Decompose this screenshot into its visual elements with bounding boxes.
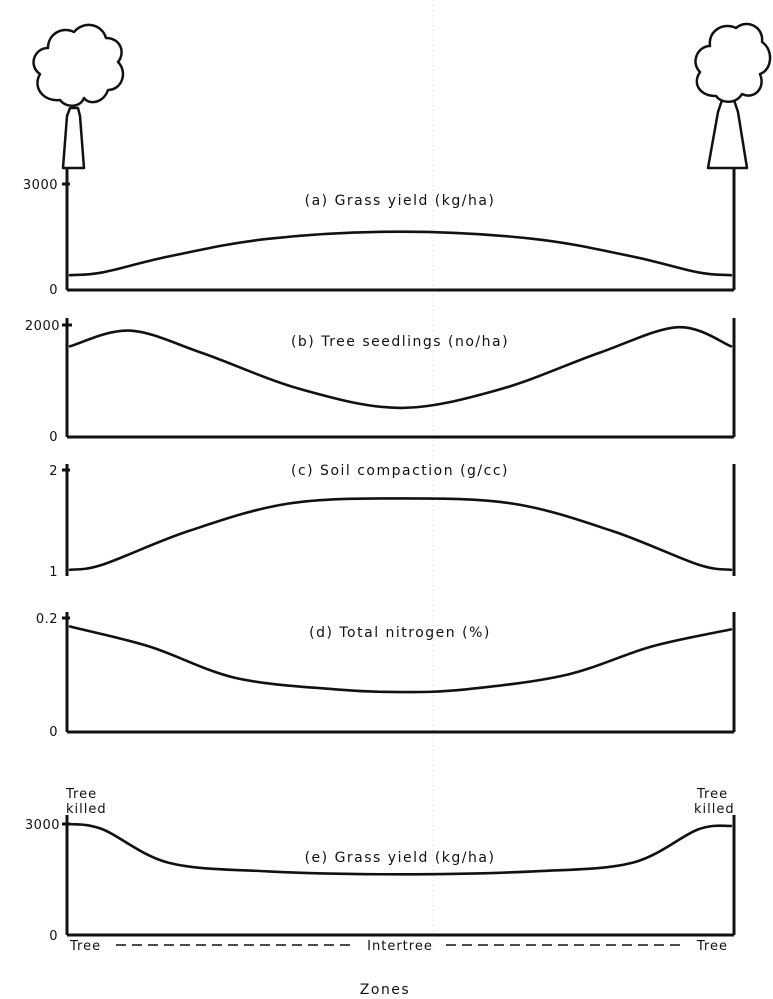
zone-label-intertree: Intertree [367,939,433,954]
panel-d-series-line [68,625,733,694]
right-tree-trunk-icon [706,98,749,170]
panel-d-ytick-bottom: 0 [49,725,58,740]
panel-e-ytick-bottom: 0 [49,929,58,944]
panel-a-title: (a) Grass yield (kg/ha) [305,193,496,209]
right-tree-icon [694,22,772,170]
left-tree-trunk-icon [61,106,86,170]
panel-c-title: (c) Soil compaction (g/cc) [291,463,509,479]
panel-a-ytick-bottom: 0 [49,283,58,298]
panel-e-title: (e) Grass yield (kg/ha) [305,850,496,866]
panel-a-ytick-top: 3000 [23,178,58,193]
panel-b-series-line [68,325,733,410]
panel-b: 2000 0 (b) Tree seedlings (no/ha) [25,318,736,445]
panel-c-ytick-top: 2 [49,464,58,479]
panel-e-left-annotation-line2: killed [66,802,107,817]
panel-e: 3000 0 (e) Grass yield (kg/ha) Tree kill… [25,787,736,944]
panel-b-ytick-bottom: 0 [49,430,58,445]
panel-a-series-line [68,230,733,277]
panel-d-ytick-top: 0.2 [36,612,58,627]
panel-d-title: (d) Total nitrogen (%) [309,625,491,641]
panel-c-series-line [68,497,733,572]
panel-c-ytick-bottom: 1 [49,565,58,580]
panel-e-ytick-top: 3000 [25,818,60,833]
panel-e-series-line [68,822,733,876]
left-tree-crown-icon [32,23,125,107]
panel-a: 3000 0 (a) Grass yield (kg/ha) [23,168,736,298]
panel-e-right-annotation-line1: Tree [696,787,728,802]
panel-d: 0.2 0 (d) Total nitrogen (%) [36,612,736,740]
panel-c: 2 1 (c) Soil compaction (g/cc) [49,463,736,580]
zones-axis: Tree Intertree Tree Zones [69,939,728,998]
panel-b-title: (b) Tree seedlings (no/ha) [291,334,509,350]
right-tree-crown-icon [694,22,772,103]
zone-label-tree-left: Tree [69,939,101,954]
left-tree-icon [32,23,125,170]
panel-e-left-annotation-line1: Tree [65,787,97,802]
panel-b-ytick-top: 2000 [25,319,60,334]
x-axis-title: Zones [360,982,410,998]
panel-e-right-annotation-line2: killed [694,802,735,817]
zone-label-tree-right: Tree [696,939,728,954]
